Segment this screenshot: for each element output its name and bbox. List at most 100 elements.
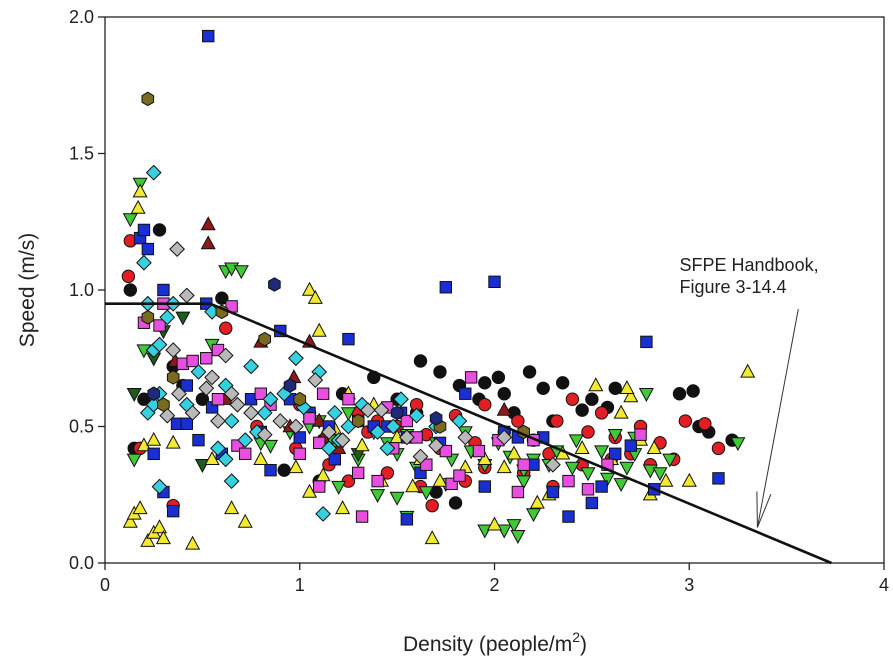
square-magenta-point: [464, 371, 478, 384]
annotation-text-line: SFPE Handbook,: [680, 255, 819, 275]
triangle-down-green-point: [477, 524, 493, 539]
square-blue-point: [459, 387, 472, 400]
square-magenta-point: [511, 485, 525, 499]
triangle-up-yellow-point: [224, 500, 240, 515]
triangle-up-yellow-point: [658, 472, 674, 487]
diamond-gray-point: [398, 429, 415, 446]
triangle-up-yellow-point: [130, 199, 146, 214]
diamond-cyan-point: [159, 309, 176, 326]
diamond-cyan-point: [321, 440, 337, 457]
square-blue-point: [640, 335, 653, 349]
triangle-down-green-point: [564, 461, 580, 476]
square-magenta-point: [634, 428, 647, 441]
hexagon-olive-point: [141, 91, 155, 107]
triangle-up-yellow-point: [122, 513, 138, 528]
triangle-up-yellow-point: [151, 519, 168, 534]
diamond-gray-point: [373, 402, 390, 419]
hexagon-navy-point: [283, 378, 297, 393]
square-magenta-point: [186, 354, 199, 368]
triangle-down-green-point: [331, 480, 347, 495]
triangle-down-green-point: [662, 453, 678, 468]
hexagon-olive-point: [166, 370, 180, 385]
square-blue-point: [180, 417, 193, 430]
triangle-down-green-point: [496, 524, 512, 539]
triangle-up-yellow-point: [477, 451, 493, 465]
triangle-up-yellow-point: [681, 472, 697, 487]
circle-black-point: [433, 365, 447, 379]
x-tick-label: 1: [295, 575, 305, 595]
x-tick-label: 2: [489, 575, 499, 595]
circle-black-point: [448, 496, 463, 510]
diamond-gray-point: [287, 418, 304, 435]
diamond-cyan-point: [262, 391, 279, 408]
diamond-cyan-point: [315, 505, 332, 522]
circle-black-point: [497, 387, 511, 401]
diamond-gray-point: [307, 372, 324, 389]
diamond-gray-point: [184, 404, 201, 421]
triangle-up-yellow-point: [740, 363, 756, 378]
diamond-gray-point: [272, 413, 289, 429]
circle-red-point: [711, 441, 726, 456]
square-blue-point: [400, 513, 414, 526]
triangle-down-green-point: [418, 486, 434, 501]
diamond-gray-point: [412, 448, 429, 465]
triangle-up-yellow-point: [623, 388, 639, 403]
x-axis-title-superscript: 2: [572, 629, 580, 645]
square-magenta-point: [562, 474, 575, 488]
circle-red-point: [121, 269, 136, 284]
square-magenta-point: [472, 444, 486, 458]
circle-black-point: [478, 376, 492, 390]
triangle-up-yellow-point: [588, 377, 604, 392]
diamond-cyan-point: [369, 424, 386, 440]
triangle-up-darkred-point: [311, 412, 327, 427]
x-axis-title-main: Density (people/m: [403, 633, 572, 656]
diamond-gray-point: [178, 287, 195, 304]
triangle-up-yellow-point: [237, 513, 253, 528]
diamond-gray-point: [359, 402, 376, 419]
diamond-gray-point: [321, 424, 337, 440]
diamond-cyan-point: [408, 407, 425, 424]
triangle-down-darkgreen-point: [175, 311, 191, 326]
diamond-cyan-point: [243, 358, 260, 375]
square-blue-point: [137, 223, 151, 237]
circle-red-point: [581, 425, 595, 439]
diamond-gray-point: [217, 347, 234, 364]
diamond-cyan-point: [151, 336, 168, 353]
diamond-cyan-point: [451, 413, 468, 429]
square-blue-point: [166, 504, 180, 518]
square-blue-point: [157, 283, 170, 297]
diamond-gray-point: [169, 241, 186, 258]
y-tick-label: 2.0: [69, 7, 94, 27]
hexagon-olive-point: [141, 310, 155, 325]
triangle-up-yellow-point: [486, 516, 503, 531]
triangle-up-darkred-point: [496, 401, 512, 416]
triangle-up-yellow-point: [335, 500, 351, 515]
triangle-down-green-point: [599, 472, 616, 487]
diamond-gray-point: [159, 407, 176, 424]
square-magenta-point: [439, 444, 453, 458]
square-magenta-point: [313, 436, 326, 450]
hexagon-olive-point: [293, 391, 307, 407]
circle-red-point: [478, 397, 492, 412]
diamond-gray-point: [457, 429, 474, 446]
triangle-down-green-point: [370, 489, 386, 503]
square-magenta-point: [313, 480, 326, 493]
square-blue-point: [141, 242, 155, 256]
diamond-gray-point: [243, 404, 260, 421]
square-magenta-point: [153, 319, 166, 332]
triangle-down-green-point: [262, 439, 279, 454]
square-magenta-point: [239, 447, 252, 461]
diamond-cyan-point: [393, 391, 409, 408]
circle-red-point: [550, 414, 564, 428]
data-points: [121, 29, 756, 550]
reference-line-group: [105, 302, 832, 565]
diamond-cyan-point: [379, 440, 396, 457]
y-tick-label: 0.0: [69, 553, 94, 573]
triangle-up-yellow-point: [185, 535, 201, 550]
hexagon-olive-point: [351, 413, 365, 429]
y-tick-label: 1.0: [69, 280, 94, 300]
square-magenta-point: [420, 458, 433, 471]
triangle-down-green-point: [594, 445, 610, 460]
hexagon-olive-point: [157, 397, 170, 412]
